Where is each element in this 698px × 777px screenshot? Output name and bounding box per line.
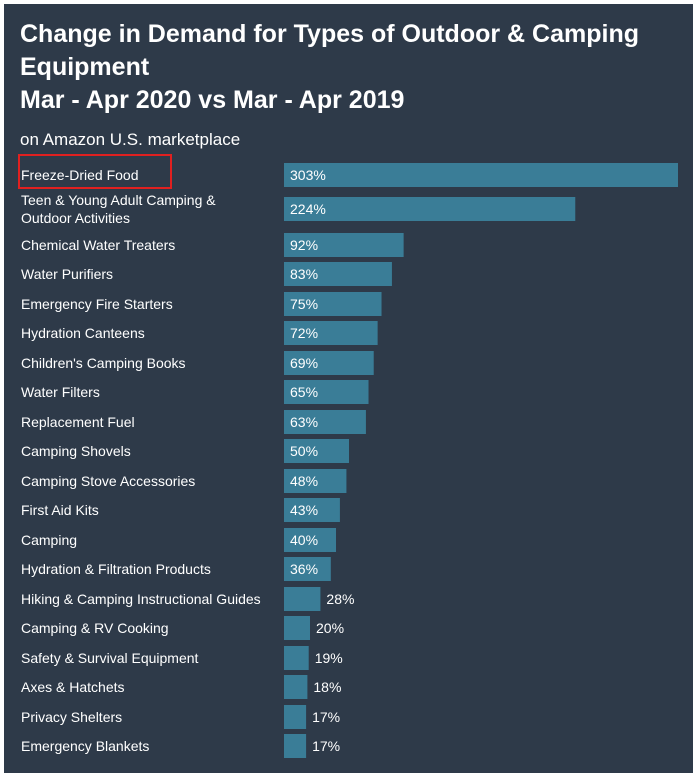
data-label: 28% <box>326 591 354 607</box>
bar <box>284 705 307 729</box>
data-label: 72% <box>290 325 318 341</box>
bar <box>284 351 374 375</box>
bar <box>284 292 382 316</box>
bar <box>284 233 404 257</box>
highlight-box <box>18 154 172 189</box>
chart-title: Change in Demand for Types of Outdoor & … <box>20 18 680 117</box>
category-label: Chemical Water Treaters <box>21 237 175 253</box>
category-label: Emergency Blankets <box>21 738 149 754</box>
chart-title-line-2: Equipment <box>20 53 150 81</box>
category-label: Hydration Canteens <box>21 325 145 341</box>
data-label: 92% <box>290 237 318 253</box>
category-label: Hiking & Camping Instructional Guides <box>21 591 261 607</box>
bar-chart: Freeze-Dried Food 303% Teen & Young Adult … <box>21 163 678 758</box>
category-label: Freeze-Dried Food <box>21 167 139 183</box>
category-label: First Aid Kits <box>21 502 99 518</box>
category-label: Axes & Hatchets <box>21 679 125 695</box>
bar <box>284 498 340 522</box>
data-label: 224% <box>290 201 326 217</box>
data-label: 50% <box>290 443 318 459</box>
chart-panel: Change in Demand for Types of Outdoor & … <box>4 4 693 773</box>
data-label: 69% <box>290 355 318 371</box>
category-label: Teen & Young Adult Camping & Outdoor Acti… <box>21 192 216 226</box>
category-label: Children's Camping Books <box>21 355 186 371</box>
bar <box>284 587 321 611</box>
bar <box>284 646 309 670</box>
data-label: 303% <box>290 167 326 183</box>
category-label: Emergency Fire Starters <box>21 296 173 312</box>
category-label: Safety & Survival Equipment <box>21 650 199 666</box>
data-label: 19% <box>315 650 343 666</box>
bar <box>284 439 350 463</box>
bar <box>284 380 369 404</box>
data-label: 48% <box>290 473 318 489</box>
data-label: 17% <box>312 738 340 754</box>
data-label: 83% <box>290 266 318 282</box>
category-label: Privacy Shelters <box>21 709 122 725</box>
bar <box>284 410 366 434</box>
data-label: 40% <box>290 532 318 548</box>
data-label: 36% <box>290 561 318 577</box>
category-label: Camping Stove Accessories <box>21 473 195 489</box>
category-label: Camping <box>21 532 77 548</box>
data-label: 75% <box>290 296 318 312</box>
data-label: 63% <box>290 414 318 430</box>
category-label: Replacement Fuel <box>21 414 135 430</box>
bar <box>284 528 337 552</box>
bar <box>284 557 331 581</box>
chart-title-line-1: Change in Demand for Types of Outdoor & … <box>20 20 639 48</box>
bar <box>284 616 311 640</box>
category-label: Camping & RV Cooking <box>21 620 169 636</box>
bar <box>284 163 678 187</box>
data-label: 65% <box>290 384 318 400</box>
bar <box>284 197 576 221</box>
data-label: 20% <box>316 620 344 636</box>
category-label: Water Filters <box>21 384 100 400</box>
data-label: 43% <box>290 502 318 518</box>
data-label: 18% <box>313 679 341 695</box>
category-label: Water Purifiers <box>21 266 113 282</box>
bar <box>284 675 308 699</box>
bar <box>284 734 307 758</box>
bar <box>284 469 347 493</box>
category-label: Camping Shovels <box>21 443 131 459</box>
category-label: Hydration & Filtration Products <box>21 561 211 577</box>
bar <box>284 321 378 345</box>
data-label: 17% <box>312 709 340 725</box>
chart-subtitle: on Amazon U.S. marketplace <box>20 130 241 149</box>
chart-title-line-3: Mar - Apr 2020 vs Mar - Apr 2019 <box>20 86 405 114</box>
bar <box>284 262 392 286</box>
